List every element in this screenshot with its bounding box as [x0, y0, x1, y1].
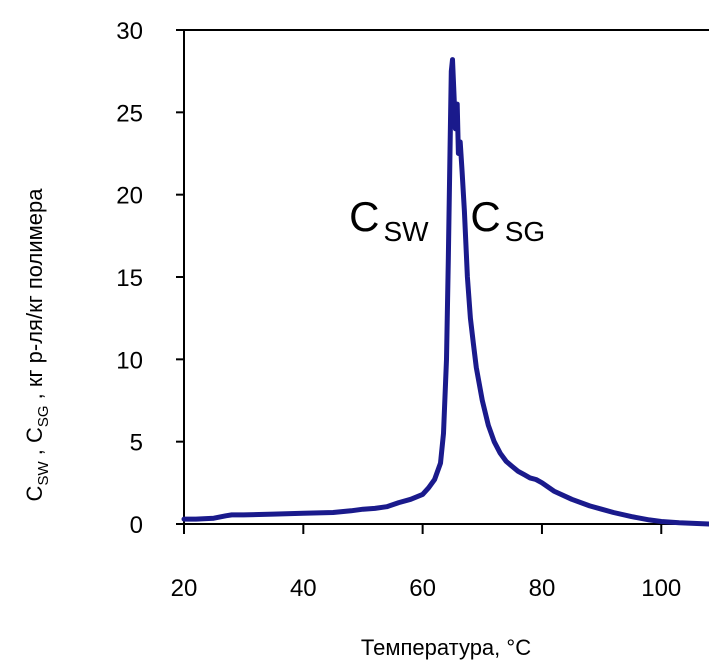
annotation-csg-sub: SG: [505, 216, 545, 247]
y-axis-label-rest: , кг р-ля/кг полимера: [22, 188, 47, 406]
y-tick-label: 25: [116, 100, 143, 127]
y-axis-label-c2: C: [22, 427, 47, 443]
annotation-csw-sub: SW: [383, 216, 429, 247]
annotation-csg-main: C: [470, 193, 500, 240]
y-tick-label: 10: [116, 347, 143, 374]
y-axis-label-c1: C: [22, 485, 47, 501]
x-tick-label: 40: [290, 575, 317, 602]
annotation-csw-main: C: [349, 193, 379, 240]
y-axis-label: CSW , CSG , кг р-ля/кг полимера: [22, 188, 52, 502]
y-axis-label-c2-sub: SG: [35, 405, 52, 427]
y-ticks: 0 5 10 15 20 25 30: [116, 18, 184, 539]
annotation-csg: C SG: [470, 193, 545, 247]
y-tick-label: 5: [130, 430, 143, 457]
x-tick-label: 60: [409, 575, 436, 602]
y-tick-label: 20: [116, 183, 143, 210]
series-line: [181, 57, 709, 527]
x-tick-label: 100: [641, 575, 681, 602]
x-axis-label: Температура, °С: [361, 635, 531, 660]
y-tick-label: 15: [116, 265, 143, 292]
y-axis-label-sep: ,: [22, 443, 47, 461]
x-tick-label: 20: [171, 575, 198, 602]
y-tick-label: 30: [116, 18, 143, 45]
x-ticks: 20 40 60 80 100: [171, 524, 681, 602]
y-axis-label-c1-sub: SW: [35, 461, 52, 486]
annotation-csw: C SW: [349, 193, 429, 247]
x-tick-label: 80: [529, 575, 556, 602]
y-tick-label: 0: [130, 512, 143, 539]
